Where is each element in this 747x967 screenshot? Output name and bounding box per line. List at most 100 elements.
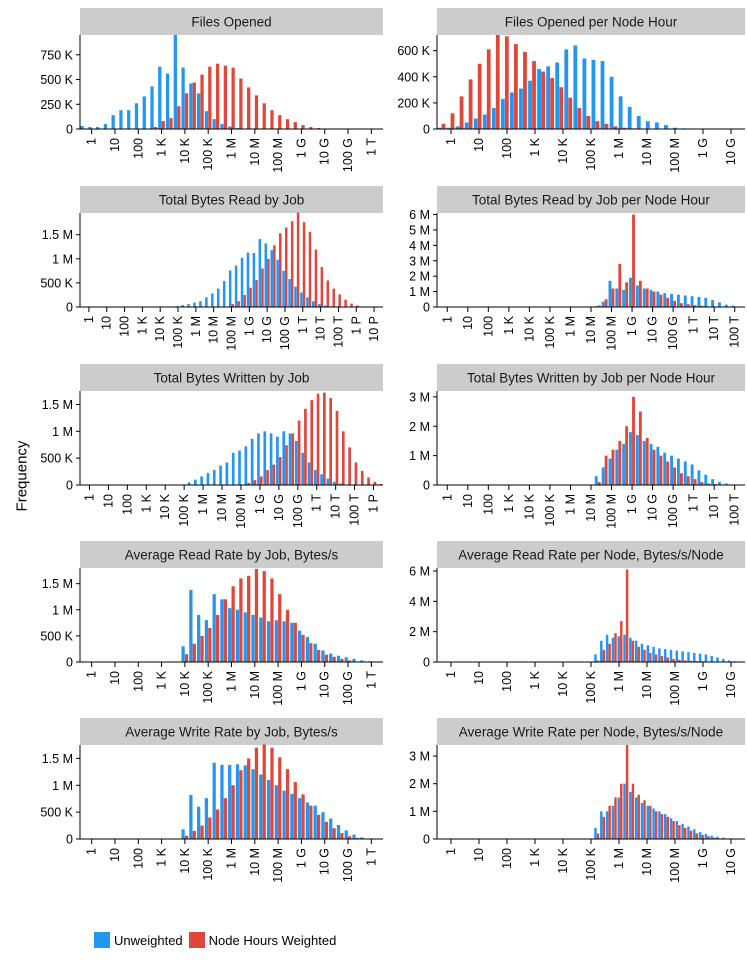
bar-unweighted	[181, 829, 185, 839]
bar-unweighted	[608, 458, 612, 485]
y-tick-label: 2 M	[409, 420, 430, 434]
bar-weighted	[314, 249, 318, 307]
x-tick-label: 1 M	[563, 494, 577, 515]
bar-unweighted	[727, 660, 731, 662]
bar-weighted	[247, 87, 251, 129]
bar-weighted	[541, 71, 545, 129]
bar-unweighted	[564, 49, 569, 129]
bar-weighted	[323, 392, 326, 485]
bar-unweighted	[622, 290, 626, 307]
bar-weighted	[223, 599, 227, 662]
bar-unweighted	[491, 108, 496, 129]
bar-weighted	[450, 113, 455, 129]
bar-unweighted	[212, 594, 216, 662]
panel-10: Average Write Rate per Node, Bytes/s/Nod…	[409, 718, 745, 883]
y-tick-label: 1 M	[409, 285, 430, 299]
bar-unweighted	[220, 124, 224, 129]
panel-strip	[437, 541, 745, 568]
x-tick-label: 100 G	[278, 316, 292, 350]
bar-weighted	[625, 745, 629, 839]
bar-weighted	[379, 483, 383, 485]
panel-strip	[80, 364, 383, 391]
x-tick-label: 10 M	[584, 316, 598, 344]
bar-unweighted	[274, 785, 278, 839]
bar-unweighted	[360, 660, 364, 662]
x-tick-label: 1 T	[364, 138, 378, 156]
legend-label-weighted: Node Hours Weighted	[208, 932, 337, 948]
bar-weighted	[613, 126, 618, 129]
x-tick-label: 1 T	[296, 316, 310, 334]
bar-unweighted	[600, 61, 605, 129]
bar-weighted	[316, 814, 321, 839]
bar-weighted	[586, 115, 591, 129]
x-tick-label: 10 K	[178, 670, 192, 696]
panel-strip	[80, 8, 383, 35]
panel-title: Average Write Rate by Job, Bytes/s	[125, 725, 338, 740]
y-tick-label: 0	[423, 656, 430, 670]
x-tick-label: 10 K	[178, 847, 192, 873]
bar-unweighted	[658, 811, 661, 839]
x-tick-label: 1 K	[502, 493, 516, 512]
bar-weighted	[285, 119, 290, 129]
panel-title: Total Bytes Read by Job per Node Hour	[472, 193, 710, 208]
bar-weighted	[231, 586, 235, 662]
bar-unweighted	[212, 469, 216, 485]
panel-3: Total Bytes Read by Job 0 500 K 1 M 1.5 M 1 10…	[40, 186, 383, 351]
panel-4: Total Bytes Read by Job per Node Hour 0 1 …	[409, 186, 745, 351]
x-tick-label: 10 G	[646, 316, 660, 343]
x-tick-label: 10 G	[724, 138, 738, 165]
x-tick-label: 10	[472, 671, 486, 685]
x-tick-label: 100 K	[543, 493, 557, 526]
bar-weighted	[348, 660, 352, 662]
x-tick-label: 1 G	[253, 494, 267, 514]
bar-unweighted	[673, 127, 677, 129]
bar-weighted	[285, 445, 288, 485]
bar-weighted	[310, 400, 314, 485]
bar-weighted	[254, 747, 259, 839]
bar-unweighted	[352, 658, 356, 662]
bar-unweighted	[197, 806, 201, 839]
y-tick-label: 0	[66, 479, 73, 493]
bar-unweighted	[591, 59, 596, 130]
bar-unweighted	[537, 68, 541, 129]
bar-unweighted	[546, 66, 551, 129]
bar-unweighted	[693, 652, 696, 662]
x-tick-label: 100 M	[271, 848, 285, 883]
bar-weighted	[192, 82, 196, 129]
bar-unweighted	[652, 808, 655, 839]
bar-unweighted	[165, 73, 170, 129]
bar-unweighted	[259, 617, 263, 662]
bar-unweighted	[482, 114, 487, 129]
bar-weighted	[355, 837, 360, 839]
bar-weighted	[356, 305, 359, 307]
x-tick-label: 10 K	[556, 670, 570, 696]
bar-weighted	[278, 594, 282, 662]
bar-unweighted	[711, 300, 715, 307]
bar-weighted	[568, 97, 573, 129]
x-tick-label: 10 G	[260, 316, 274, 343]
panel-8: Average Read Rate per Node, Bytes/s/Node…	[409, 541, 745, 706]
bar-unweighted	[321, 812, 325, 839]
x-tick-label: 100 K	[543, 315, 557, 348]
bar-weighted	[316, 649, 321, 662]
bar-unweighted	[181, 646, 185, 662]
bar-unweighted	[142, 96, 146, 129]
bar-unweighted	[290, 622, 294, 662]
bar-weighted	[324, 654, 328, 662]
bar-unweighted	[528, 80, 532, 129]
bar-weighted	[278, 115, 282, 129]
panel-5: Total Bytes Written by Job 0 500 K 1 M 1.5 M…	[40, 364, 383, 529]
bar-weighted	[208, 817, 212, 839]
bar-weighted	[625, 569, 629, 662]
panel-title: Total Bytes Written by Job	[154, 371, 310, 386]
bar-weighted	[208, 628, 212, 662]
x-tick-label: 1	[85, 848, 99, 855]
bar-unweighted	[605, 811, 609, 839]
x-tick-label: 1 K	[135, 315, 149, 334]
bar-weighted	[290, 221, 294, 307]
bar-weighted	[338, 294, 341, 307]
bar-unweighted	[669, 649, 673, 662]
bar-unweighted	[654, 122, 659, 129]
bar-unweighted	[675, 650, 679, 662]
bar-weighted	[262, 103, 266, 129]
